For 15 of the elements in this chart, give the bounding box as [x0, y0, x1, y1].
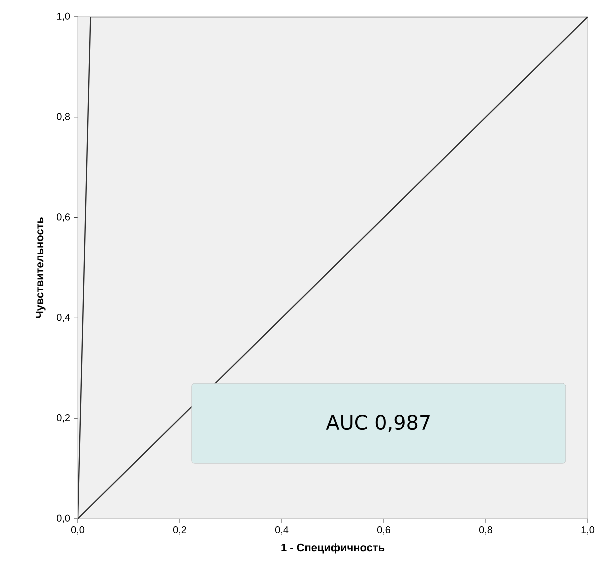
y-axis-title: Чувствительность [36, 218, 46, 318]
y-tick-label: 0,8 [57, 113, 70, 122]
x-tick-label: 0,6 [377, 526, 390, 535]
x-tick-label: 1,0 [582, 526, 595, 535]
y-tick-label: 0,4 [57, 314, 70, 322]
x-tick-label: 0,0 [71, 526, 85, 535]
y-tick-label: 0,0 [57, 514, 70, 524]
x-axis-title: 1 - Специфичность [282, 544, 385, 554]
y-tick-label: 1,0 [57, 12, 70, 22]
x-tick-label: 0,4 [275, 526, 289, 535]
x-tick-label: 0,2 [173, 526, 186, 535]
x-tick-label: 0,8 [479, 526, 492, 535]
y-tick-label: 0,2 [57, 414, 70, 423]
y-tick-label: 0,6 [57, 214, 70, 222]
annotation: AUC 0,987 [326, 415, 430, 432]
